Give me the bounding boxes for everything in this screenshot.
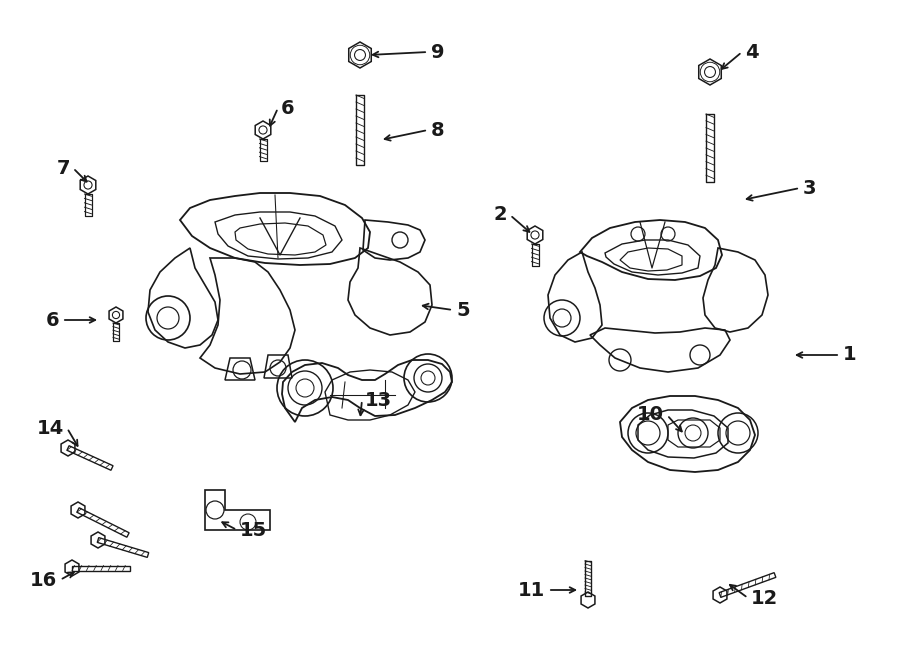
Text: 5: 5 xyxy=(456,301,470,319)
Text: 13: 13 xyxy=(365,391,392,410)
Text: 15: 15 xyxy=(240,520,267,539)
Text: 9: 9 xyxy=(431,42,445,61)
Text: 12: 12 xyxy=(751,588,778,607)
Text: 11: 11 xyxy=(518,580,545,600)
Text: 10: 10 xyxy=(637,405,664,424)
Text: 2: 2 xyxy=(493,206,507,225)
Text: 3: 3 xyxy=(803,178,816,198)
Text: 1: 1 xyxy=(843,346,857,364)
Text: 7: 7 xyxy=(57,159,70,178)
Text: 6: 6 xyxy=(45,311,59,329)
Text: 16: 16 xyxy=(30,570,57,590)
Text: 8: 8 xyxy=(431,120,445,139)
Text: 4: 4 xyxy=(745,42,759,61)
Text: 14: 14 xyxy=(37,418,64,438)
Text: 6: 6 xyxy=(281,98,294,118)
